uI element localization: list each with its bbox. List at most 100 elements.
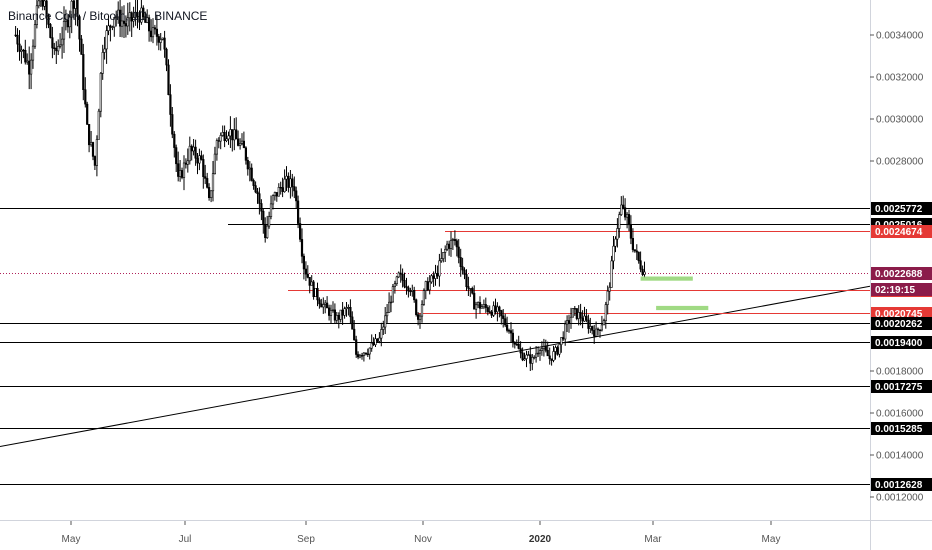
candle <box>341 302 344 325</box>
candle <box>240 133 244 146</box>
candle <box>498 305 501 318</box>
price-axis[interactable]: 0.0034000 0.0032000 0.0030000 0.0028000 0.00… <box>870 31 924 504</box>
candle <box>169 84 172 127</box>
candle <box>264 217 267 243</box>
candle <box>633 249 636 253</box>
candle <box>385 304 389 323</box>
price-level-tag[interactable]: 0.0020262 <box>871 317 932 330</box>
price-level-tag[interactable]: 0.0024674 <box>871 225 932 238</box>
time-tick-label: May <box>762 534 781 545</box>
candle <box>420 300 424 323</box>
price-level-tag[interactable]: 0.0025772 <box>871 202 932 215</box>
candle <box>618 211 621 238</box>
candle <box>622 195 625 210</box>
candle <box>428 275 431 295</box>
candle <box>262 208 265 234</box>
candle <box>465 269 468 291</box>
candle <box>631 228 634 253</box>
candle <box>194 139 197 166</box>
candle <box>157 33 160 51</box>
candle <box>153 24 157 35</box>
candle <box>55 41 58 64</box>
candle <box>339 309 342 323</box>
candle <box>308 276 311 294</box>
price-level-tag[interactable]: 0.0020745 <box>871 307 932 320</box>
candle <box>509 322 513 343</box>
candle <box>72 0 75 19</box>
candle <box>608 282 611 301</box>
candle <box>200 150 203 161</box>
candle <box>424 280 427 300</box>
candle <box>587 314 590 334</box>
candle <box>18 30 21 61</box>
candle <box>405 277 408 295</box>
candle <box>103 36 106 60</box>
candle <box>271 194 275 210</box>
candle <box>115 10 118 27</box>
candle <box>275 192 278 202</box>
candle <box>227 131 230 145</box>
candle <box>122 5 126 38</box>
candle <box>469 288 472 297</box>
price-level-tag[interactable]: 0.0017275 <box>871 380 932 393</box>
candle <box>107 15 110 36</box>
candle <box>242 131 246 149</box>
candle <box>556 345 559 356</box>
candle <box>505 316 509 333</box>
candle <box>598 329 602 338</box>
candle <box>239 138 242 150</box>
candle <box>391 284 395 303</box>
price-level-tag[interactable]: 0.0019400 <box>871 336 932 349</box>
candle <box>500 309 503 325</box>
green-target-zone[interactable] <box>640 276 693 281</box>
candle <box>453 230 457 246</box>
candle <box>182 155 186 191</box>
candle <box>148 14 151 42</box>
candle <box>627 209 631 232</box>
svg-text:0.0020262: 0.0020262 <box>875 319 923 330</box>
candle <box>490 310 493 318</box>
candle <box>91 141 95 161</box>
candle <box>474 301 478 319</box>
candle <box>217 137 220 149</box>
price-level-tag[interactable]: 0.0012628 <box>871 478 932 491</box>
current-price-tag[interactable]: 0.0022688 <box>871 267 932 280</box>
candle <box>213 146 217 175</box>
bar-countdown-tag[interactable]: 02:19:15 <box>871 283 932 296</box>
candle <box>571 308 574 318</box>
candle <box>235 117 238 140</box>
price-level-tag[interactable]: 0.0015285 <box>871 422 932 435</box>
candle <box>593 324 596 344</box>
candle <box>457 239 460 264</box>
candle <box>531 354 534 371</box>
candle <box>426 277 429 292</box>
candle <box>93 155 96 170</box>
candle <box>310 275 313 286</box>
candle <box>548 347 551 365</box>
candle <box>625 212 629 229</box>
candle <box>409 287 412 296</box>
svg-text:0.0024674: 0.0024674 <box>875 227 923 238</box>
green-target-zone[interactable] <box>656 305 709 311</box>
candle <box>146 9 149 24</box>
candle <box>223 125 226 148</box>
candle <box>376 338 379 343</box>
candle <box>492 301 495 317</box>
candle <box>138 10 141 30</box>
candle <box>372 337 375 347</box>
candle <box>519 341 522 359</box>
candle <box>459 248 462 277</box>
candle <box>416 312 420 326</box>
candle <box>90 131 93 147</box>
candle <box>517 335 520 350</box>
candle <box>637 251 640 264</box>
candle <box>403 272 406 289</box>
candle <box>266 215 269 239</box>
candle <box>179 160 182 182</box>
time-axis[interactable]: May Jul Sep Nov 2020 Mar May <box>62 521 781 545</box>
candle <box>478 296 482 314</box>
trendline[interactable] <box>0 285 871 447</box>
candle <box>327 304 331 321</box>
